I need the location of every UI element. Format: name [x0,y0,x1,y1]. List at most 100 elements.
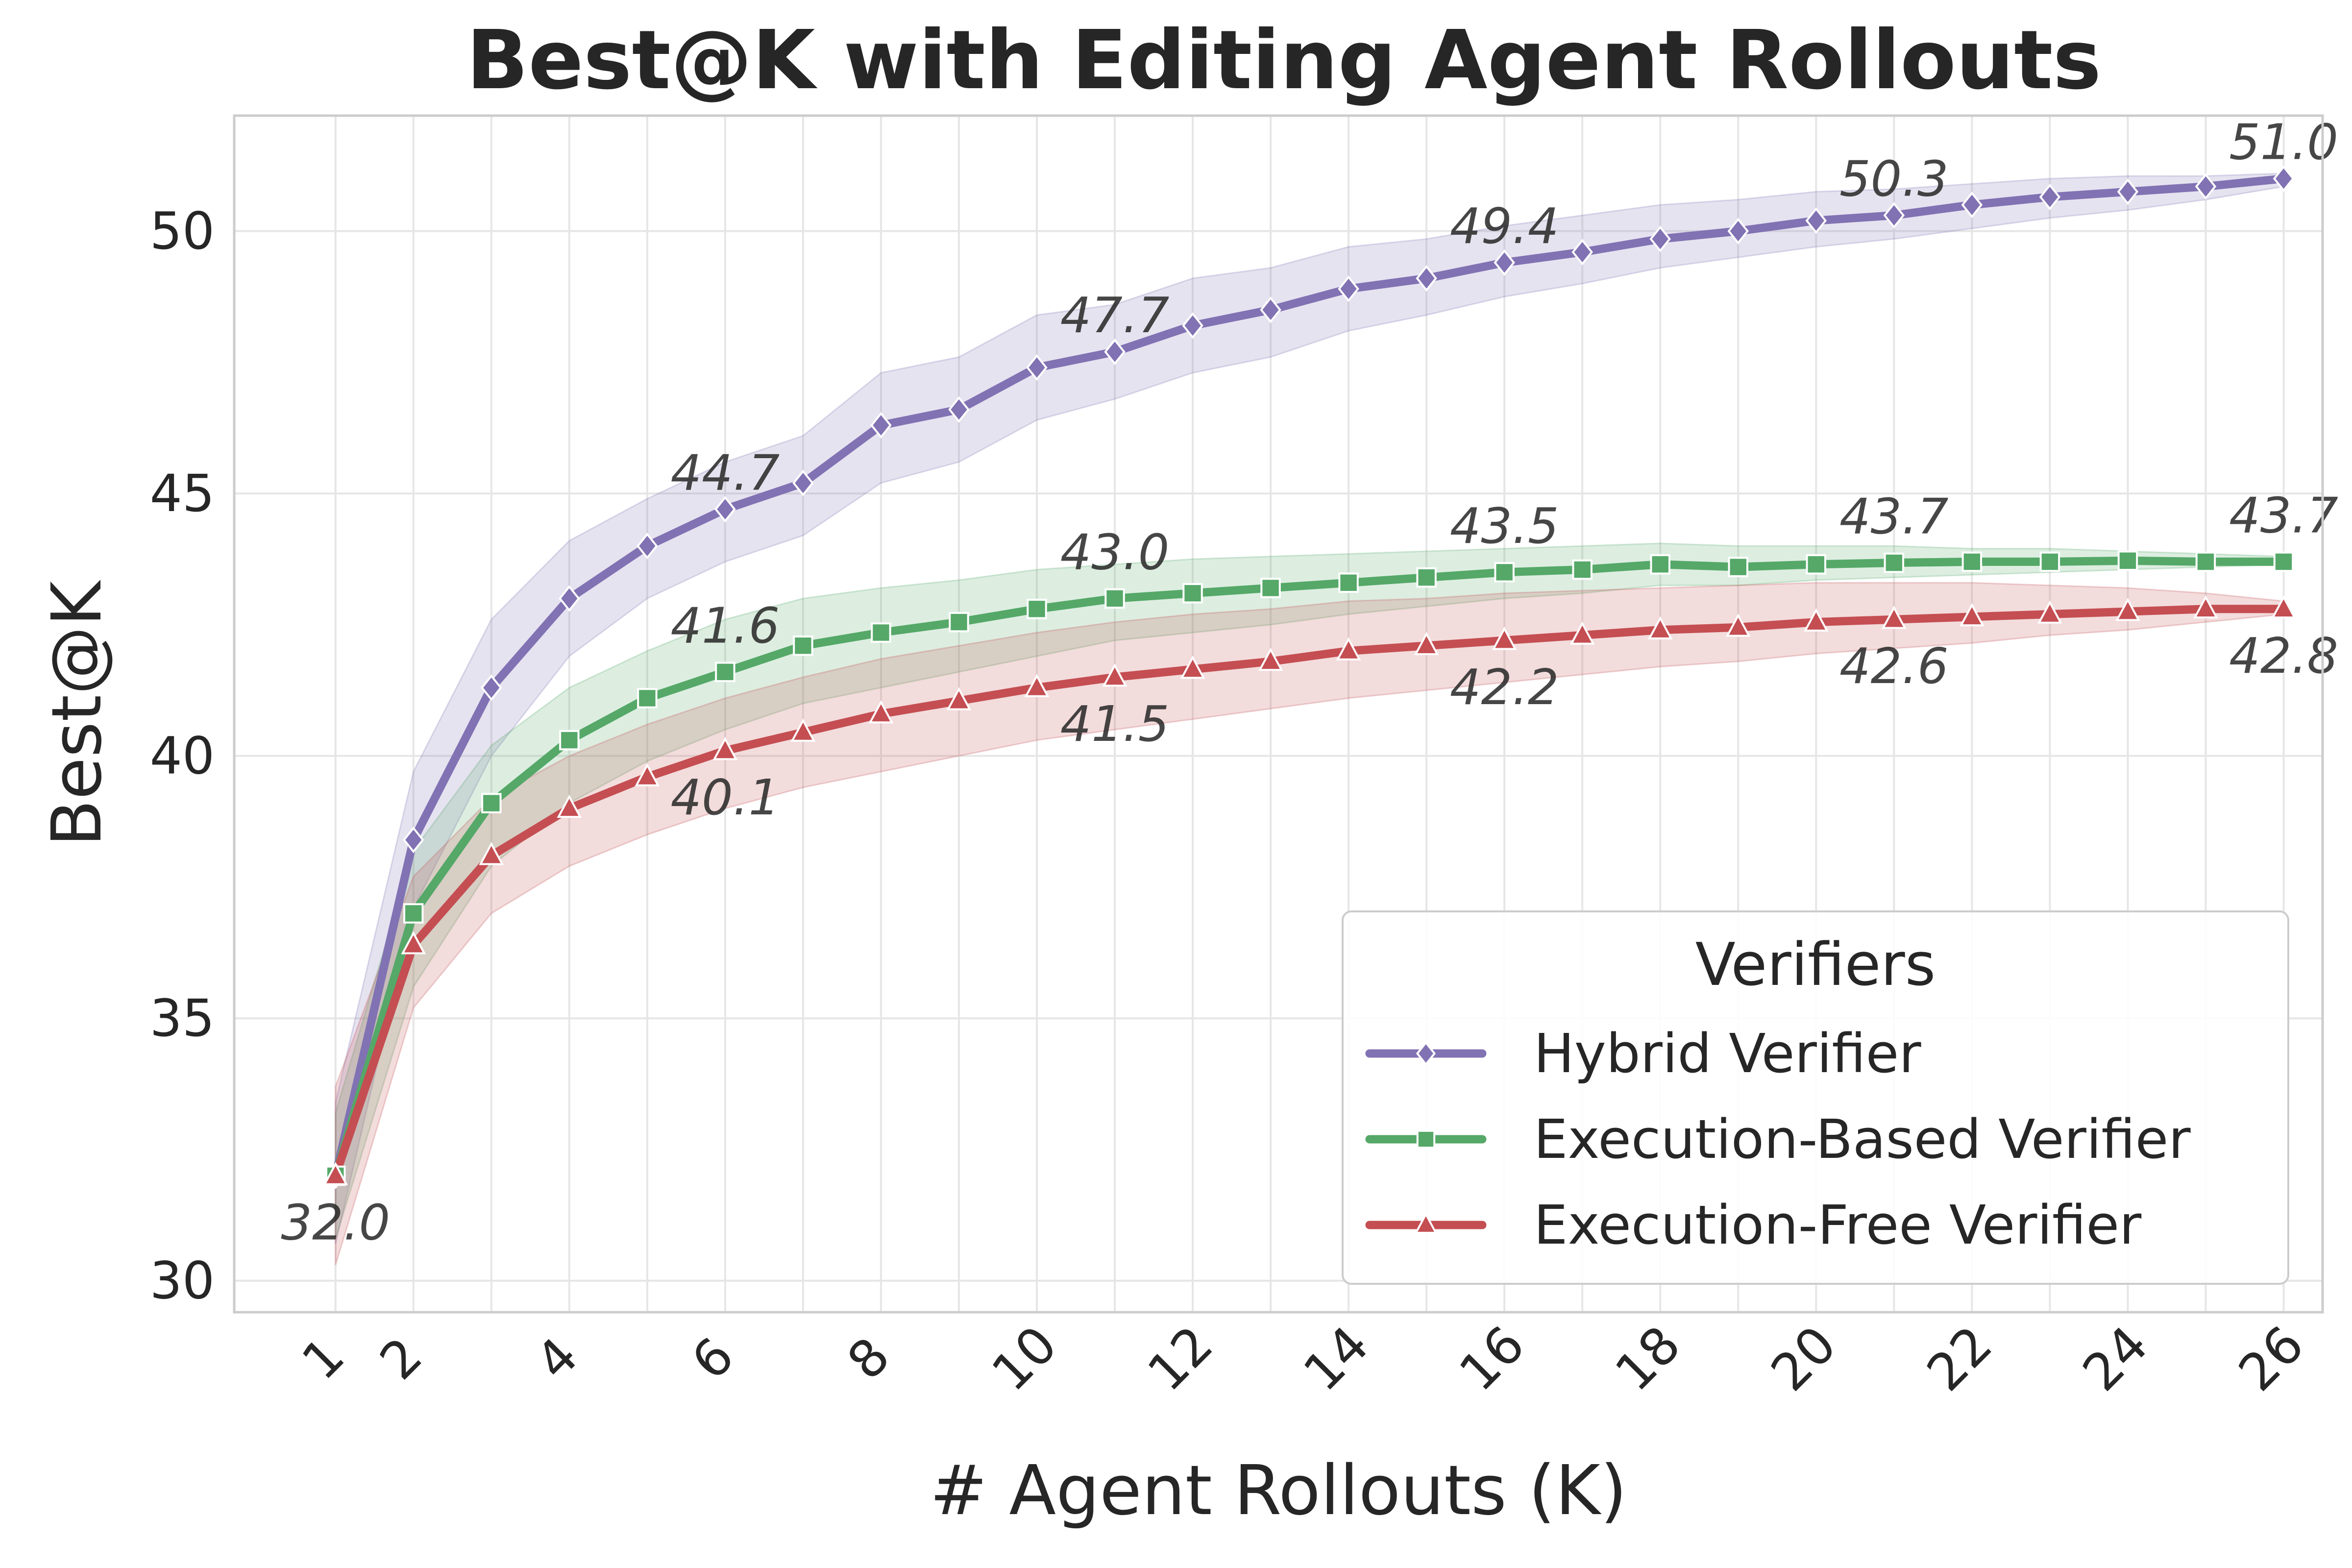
point-series-1 [1571,239,1593,266]
chart-title: Best@K with Editing Agent Rollouts [466,13,2102,108]
data-label: 50.3 [1839,150,1949,208]
data-label: 40.1 [671,769,780,826]
point-series-2 [1961,551,1983,572]
point-series-3 [1024,674,1050,697]
point-series-1 [1182,312,1203,339]
point-series-2 [637,688,658,709]
point-series-3 [868,700,894,724]
point-series-1 [2195,173,2217,200]
data-label: 42.6 [1839,637,1949,695]
value-annotations: 32.0 44.7 47.7 49.4 50.3 51.0 41.6 43.0 43.5 43.7… [281,114,2338,1251]
data-label: 49.4 [1450,197,1559,255]
point-series-1 [2273,165,2295,192]
point-series-1 [2117,178,2139,205]
data-label: 41.6 [671,597,780,654]
point-series-3 [1180,655,1205,679]
line-series-2 [331,556,2288,1180]
point-series-1 [481,674,502,701]
point-series-2 [2195,551,2216,572]
legend-entries: Hybrid Verifier Execution-Based Verifier E… [1365,1022,2191,1256]
y-tick-label: 40 [150,726,215,786]
data-label: 43.7 [1839,488,1949,545]
point-series-2 [2117,550,2138,571]
point-series-1 [403,826,424,854]
point-series-3 [2271,595,2296,619]
point-series-3 [1959,603,1984,627]
legend: Verifiers Hybrid Verifier Execution-Based… [1342,910,2289,1285]
point-series-3 [1725,613,1751,637]
data-label: 47.7 [1060,287,1170,344]
point-series-3 [1336,637,1361,661]
point-series-2 [793,636,813,656]
point-series-2 [715,662,735,683]
legend-title: Verifiers [1695,931,1936,999]
point-series-2 [871,622,891,643]
y-axis-label: Best@K [37,580,117,847]
point-series-1 [870,412,892,439]
point-series-1 [1260,296,1281,323]
point-series-3 [2115,597,2140,621]
point-series-2 [1182,583,1203,604]
point-series-3 [557,794,582,818]
point-series-1 [1727,218,1749,245]
data-label: 41.5 [1060,695,1170,753]
point-series-1 [1416,265,1437,292]
legend-marker-series-3 [1414,1212,1438,1234]
legend-marker-series-2 [1416,1129,1436,1149]
point-series-1 [2039,183,2061,211]
point-series-2 [1027,599,1047,619]
data-label: 43.0 [1060,523,1170,581]
point-series-2 [1416,567,1437,588]
point-series-1 [1338,275,1359,302]
data-label: 43.5 [1450,497,1559,555]
point-series-1 [792,469,814,496]
point-series-1 [714,496,736,523]
point-series-2 [1338,572,1359,593]
y-tick-label: 50 [150,201,215,261]
point-series-3 [1803,608,1829,632]
point-series-1 [1649,225,1671,252]
data-label: 32.0 [281,1194,390,1251]
point-series-2 [1572,559,1592,580]
y-tick-label: 45 [150,464,215,523]
point-series-2 [1728,557,1748,577]
point-series-1 [1026,354,1048,381]
point-series-3 [1102,663,1127,687]
point-series-3 [1492,626,1517,650]
point-series-3 [1258,647,1283,671]
series-markers [323,165,2296,1189]
point-series-2 [1884,552,1905,573]
point-series-2 [1260,578,1281,598]
point-series-1 [559,585,580,612]
point-series-2 [559,730,580,751]
line-series-1 [331,174,2288,1180]
point-series-2 [949,612,969,633]
data-label: 43.7 [2229,487,2338,544]
y-ticks: 30 35 40 45 50 [150,201,215,1311]
point-series-2 [403,903,424,924]
point-series-1 [1961,191,1983,219]
plot-frame [233,114,2324,1314]
point-series-2 [1104,588,1125,609]
y-tick-label: 35 [150,988,215,1048]
data-label: 44.7 [671,444,780,501]
point-series-3 [1647,616,1673,639]
point-series-1 [1104,338,1126,366]
point-series-3 [1569,621,1595,645]
point-series-3 [479,841,504,865]
point-series-3 [401,931,426,955]
point-series-3 [1414,632,1439,656]
point-series-2 [2273,551,2294,572]
point-series-3 [712,736,738,760]
point-series-2 [2039,551,2060,572]
line-series-3 [331,605,2288,1180]
point-series-1 [948,396,970,423]
legend-marker-series-1 [1416,1041,1436,1066]
point-series-1 [1805,207,1827,234]
legend-label-series-1: Hybrid Verifier [1534,1022,1921,1085]
point-series-2 [1494,562,1515,583]
data-label: 42.2 [1450,659,1559,716]
point-series-2 [1650,554,1670,575]
point-series-3 [2037,600,2062,624]
